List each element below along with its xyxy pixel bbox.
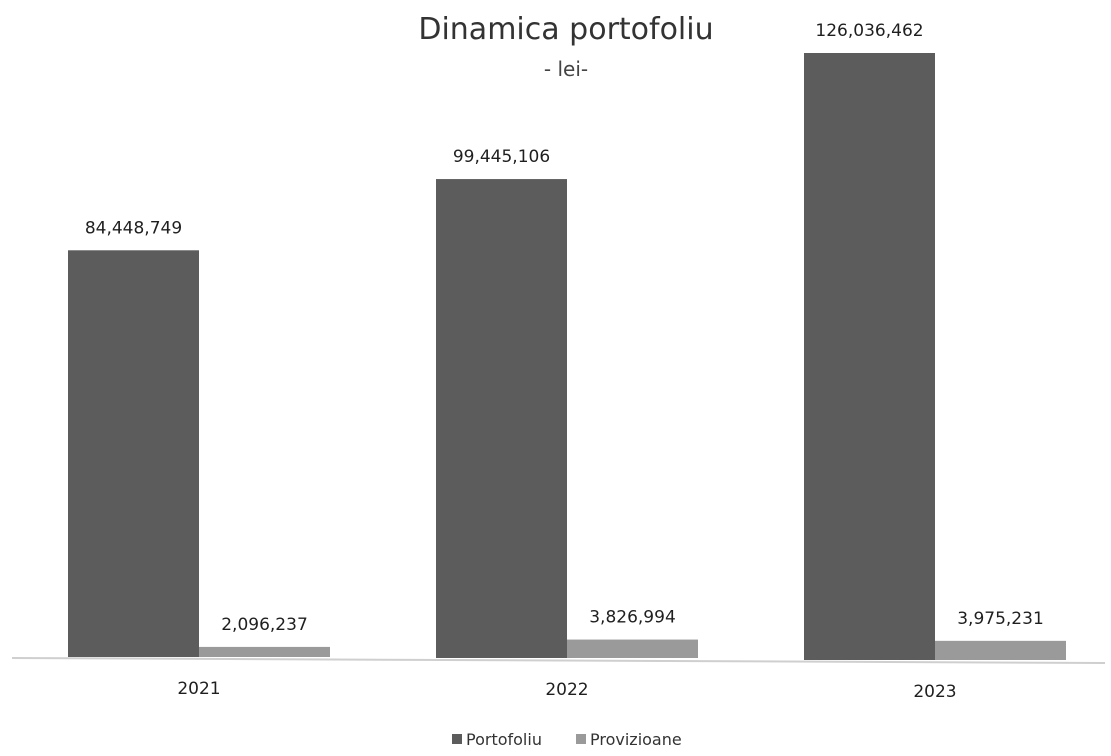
x-axis-line (11, 657, 1106, 664)
bar-provizioane-2022 (567, 639, 698, 658)
chart-subtitle: - lei- (544, 57, 588, 81)
bar-provizioane-2021 (199, 646, 330, 657)
chart-title: Dinamica portofoliu (418, 12, 713, 47)
data-label-provizioane-2022: 3,826,994 (589, 608, 676, 628)
legend-swatch-provizioane (576, 734, 586, 744)
bar-portofoliu-2023 (804, 53, 935, 660)
bar-portofoliu-2022 (436, 179, 567, 659)
bars-layer (68, 53, 1066, 660)
x-tick-label-2022: 2022 (545, 680, 588, 700)
x-tick-labels-layer: 2021 2022 2023 (177, 679, 956, 702)
data-label-portofoliu-2021: 84,448,749 (85, 218, 182, 238)
data-label-provizioane-2021: 2,096,237 (221, 615, 308, 635)
data-label-portofoliu-2022: 99,445,106 (453, 147, 550, 167)
bar-portofoliu-2021 (68, 250, 199, 658)
legend-swatch-portofoliu (452, 734, 462, 744)
legend-label-provizioane: Provizioane (590, 730, 682, 749)
data-label-portofoliu-2023: 126,036,462 (815, 21, 923, 41)
legend-label-portofoliu: Portofoliu (466, 730, 542, 749)
x-tick-label-2023: 2023 (913, 682, 956, 702)
data-labels-layer: 84,448,749 2,096,237 99,445,106 3,826,994 12… (85, 21, 1044, 635)
bar-provizioane-2023 (935, 640, 1066, 660)
x-tick-label-2021: 2021 (177, 679, 220, 699)
legend: Portofoliu Provizioane (452, 730, 682, 749)
data-label-provizioane-2023: 3,975,231 (957, 609, 1044, 629)
